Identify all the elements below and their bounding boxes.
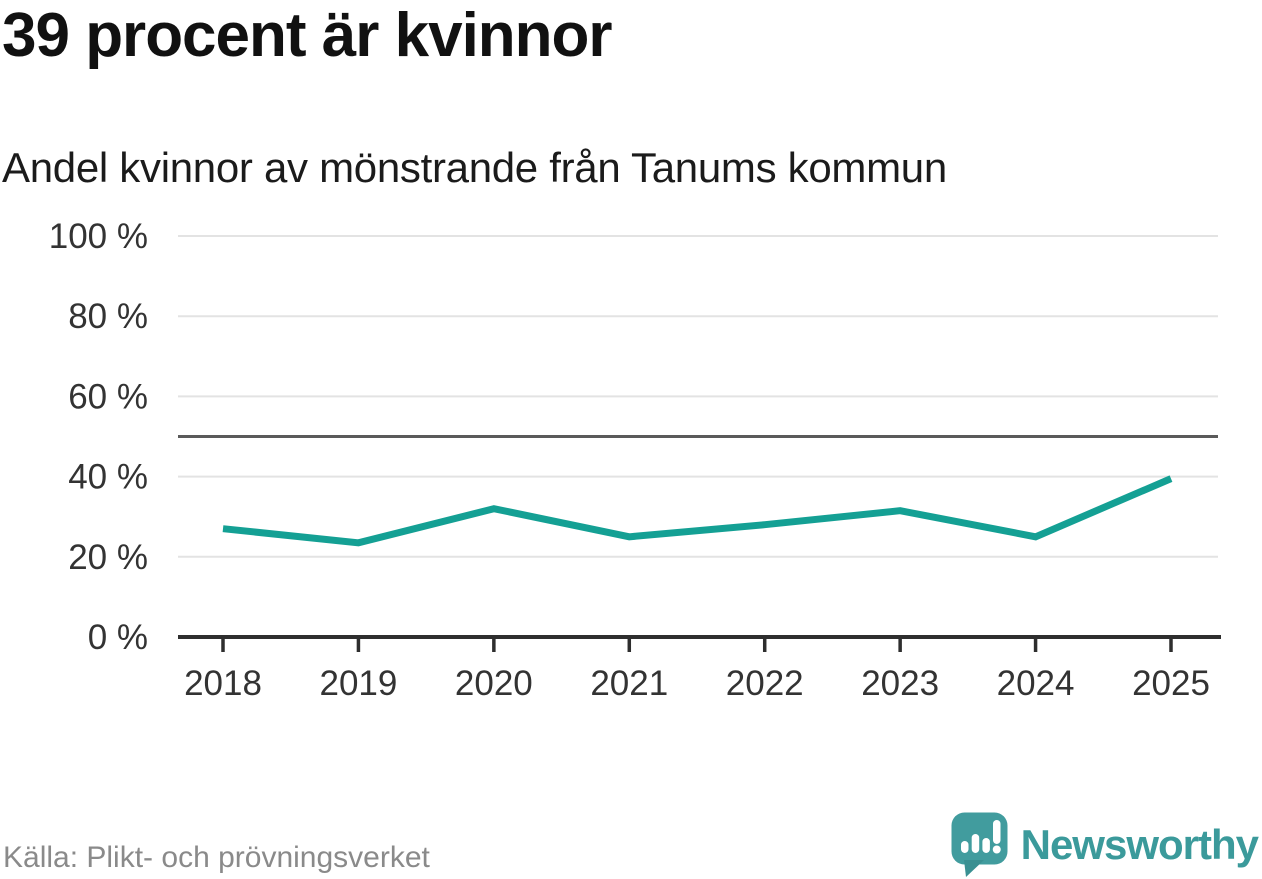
y-tick-label: 0 % <box>88 618 148 657</box>
x-tick-label: 2020 <box>455 664 533 703</box>
chart-subtitle: Andel kvinnor av mönstrande från Tanums … <box>2 144 947 191</box>
speech-bubble-bar-chart-icon <box>951 812 1008 877</box>
newsworthy-wordmark: Newsworthy <box>1020 821 1259 868</box>
y-tick-label: 20 % <box>68 538 148 577</box>
newsworthy-logo: Newsworthy <box>951 812 1259 878</box>
y-tick-label: 60 % <box>68 377 148 416</box>
source-note: Källa: Plikt- och prövningsverket <box>3 841 430 874</box>
line-chart: 0 % 20 % 40 % 60 % 80 % 100 % 2018 2019 2020 2021… <box>49 217 1221 703</box>
x-tick-label: 2021 <box>590 664 668 703</box>
x-tick-label: 2018 <box>184 664 262 703</box>
data-line-andel-kvinnor <box>222 475 1173 547</box>
y-tick-label: 40 % <box>68 458 148 497</box>
x-tick-label: 2023 <box>861 664 939 703</box>
y-tick-label: 100 % <box>49 217 148 256</box>
chart-title: 39 procent är kvinnor <box>2 1 613 70</box>
x-tick-label: 2022 <box>726 664 804 703</box>
y-tick-label: 80 % <box>68 297 148 336</box>
x-tick-label: 2024 <box>997 664 1075 703</box>
x-tick-label: 2025 <box>1132 664 1210 703</box>
x-tick-label: 2019 <box>319 664 397 703</box>
